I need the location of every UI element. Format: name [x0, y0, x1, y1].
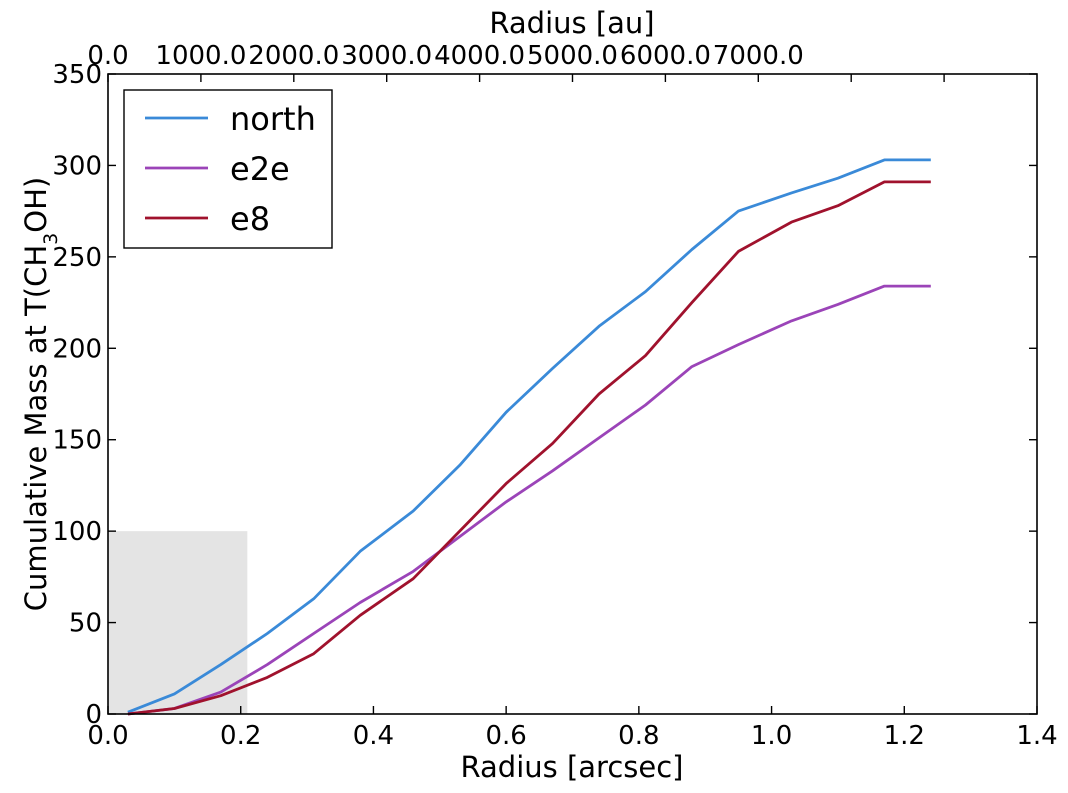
x-tick-label: 0.6	[485, 721, 526, 751]
y-tick-label: 150	[52, 426, 102, 456]
series-line-e8	[127, 180, 931, 716]
top-x-tick-label: 6000.0	[620, 41, 711, 71]
series-layer	[127, 158, 931, 716]
top-x-tick-label: 0.0	[87, 41, 128, 71]
top-x-tick-label: 5000.0	[527, 41, 618, 71]
legend-label-e2e: e2e	[230, 150, 290, 188]
y-tick-label: 300	[52, 151, 102, 181]
x-tick-label: 1.4	[1016, 721, 1057, 751]
x-tick-label: 0.0	[87, 721, 128, 751]
y-tick-label: 200	[52, 334, 102, 364]
top-x-tick-label: 7000.0	[713, 41, 804, 71]
top-x-tick-label: 1000.0	[155, 41, 246, 71]
x-tick-label: 0.2	[220, 721, 261, 751]
y-axis-title: Cumulative Mass at T(CH3OH)	[19, 177, 62, 611]
legend: north e2e e8	[123, 89, 333, 249]
x-tick-label: 0.8	[618, 721, 659, 751]
y-tick-label: 50	[69, 609, 102, 639]
y-tick-label: 0	[85, 700, 102, 730]
legend-label-north: north	[230, 100, 316, 138]
legend-label-e8: e8	[230, 200, 270, 238]
top-x-axis-title: Radius [au]	[489, 6, 654, 40]
top-x-tick-label: 3000.0	[341, 41, 432, 71]
top-x-tick-label: 2000.0	[248, 41, 339, 71]
x-axis-title: Radius [arcsec]	[461, 750, 684, 784]
x-tick-label: 0.4	[353, 721, 394, 751]
x-tick-label: 1.2	[884, 721, 925, 751]
top-x-tick-label: 4000.0	[434, 41, 525, 71]
series-line-north	[127, 158, 931, 714]
shaded-region	[108, 531, 248, 714]
ticks-layer: 0.0 0.2 0.4 0.6 0.8 1.0 1.2 1.4 0 50 100 150 200 250 3…	[52, 41, 1057, 751]
y-tick-label: 350	[52, 60, 102, 90]
y-tick-label: 100	[52, 517, 102, 547]
series-line-e2e	[127, 284, 931, 716]
y-tick-label: 250	[52, 243, 102, 273]
x-tick-label: 1.0	[751, 721, 792, 751]
